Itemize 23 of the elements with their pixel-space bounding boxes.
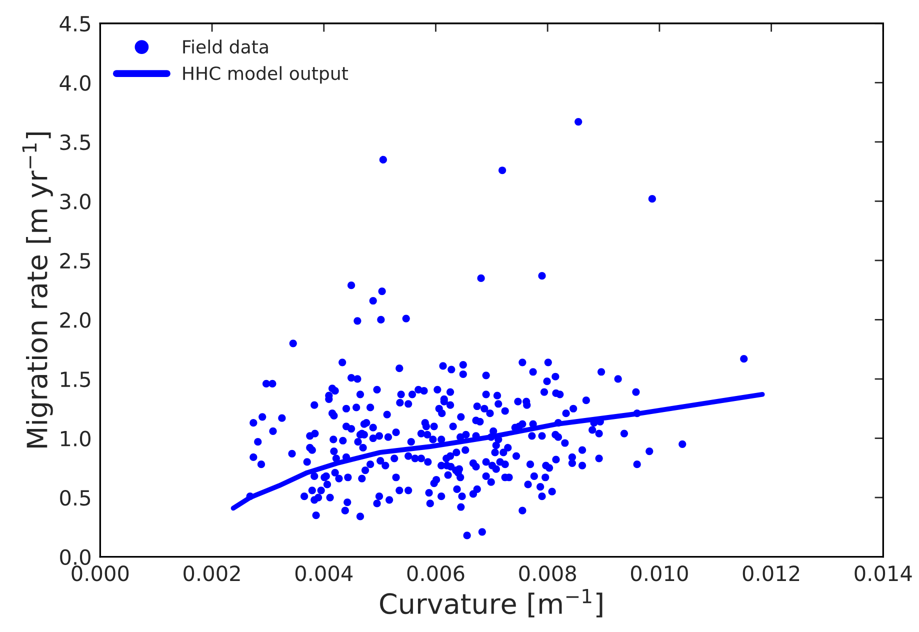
- y-tick-label: 2.5: [60, 252, 90, 269]
- y-tick-label: 4.5: [60, 16, 90, 32]
- y-tick-label: 4.0: [60, 75, 90, 91]
- legend-label: Field data: [183, 40, 268, 54]
- y-tick-label: 0.5: [60, 490, 90, 506]
- x-tick-label: 0.006: [407, 565, 464, 582]
- x-tick-label: 0.014: [854, 565, 912, 582]
- y-tick-label: 0.0: [60, 549, 90, 566]
- x-tick-label: 0.000: [72, 565, 129, 582]
- y-tick-label: 1.0: [60, 430, 90, 446]
- y-tick-label: 2.0: [60, 312, 90, 328]
- legend-label: HHC model output: [183, 66, 348, 84]
- x-tick-label: 0.004: [295, 565, 353, 582]
- x-tick-label: 0.010: [631, 565, 688, 582]
- y-tick-label: 3.0: [60, 194, 90, 210]
- x-tick-label: 0.002: [184, 565, 240, 582]
- y-axis-title: Migration rate [m yr$^{−1}$]: [22, 132, 53, 448]
- x-axis-title: Curvature [m$^{−1}$]: [380, 588, 602, 618]
- x-tick-label: 0.008: [519, 565, 576, 582]
- y-tick-label: 3.5: [60, 134, 90, 150]
- x-tick-label: 0.012: [742, 565, 800, 582]
- y-tick-label: 1.5: [60, 372, 90, 388]
- line-series: [230, 392, 765, 511]
